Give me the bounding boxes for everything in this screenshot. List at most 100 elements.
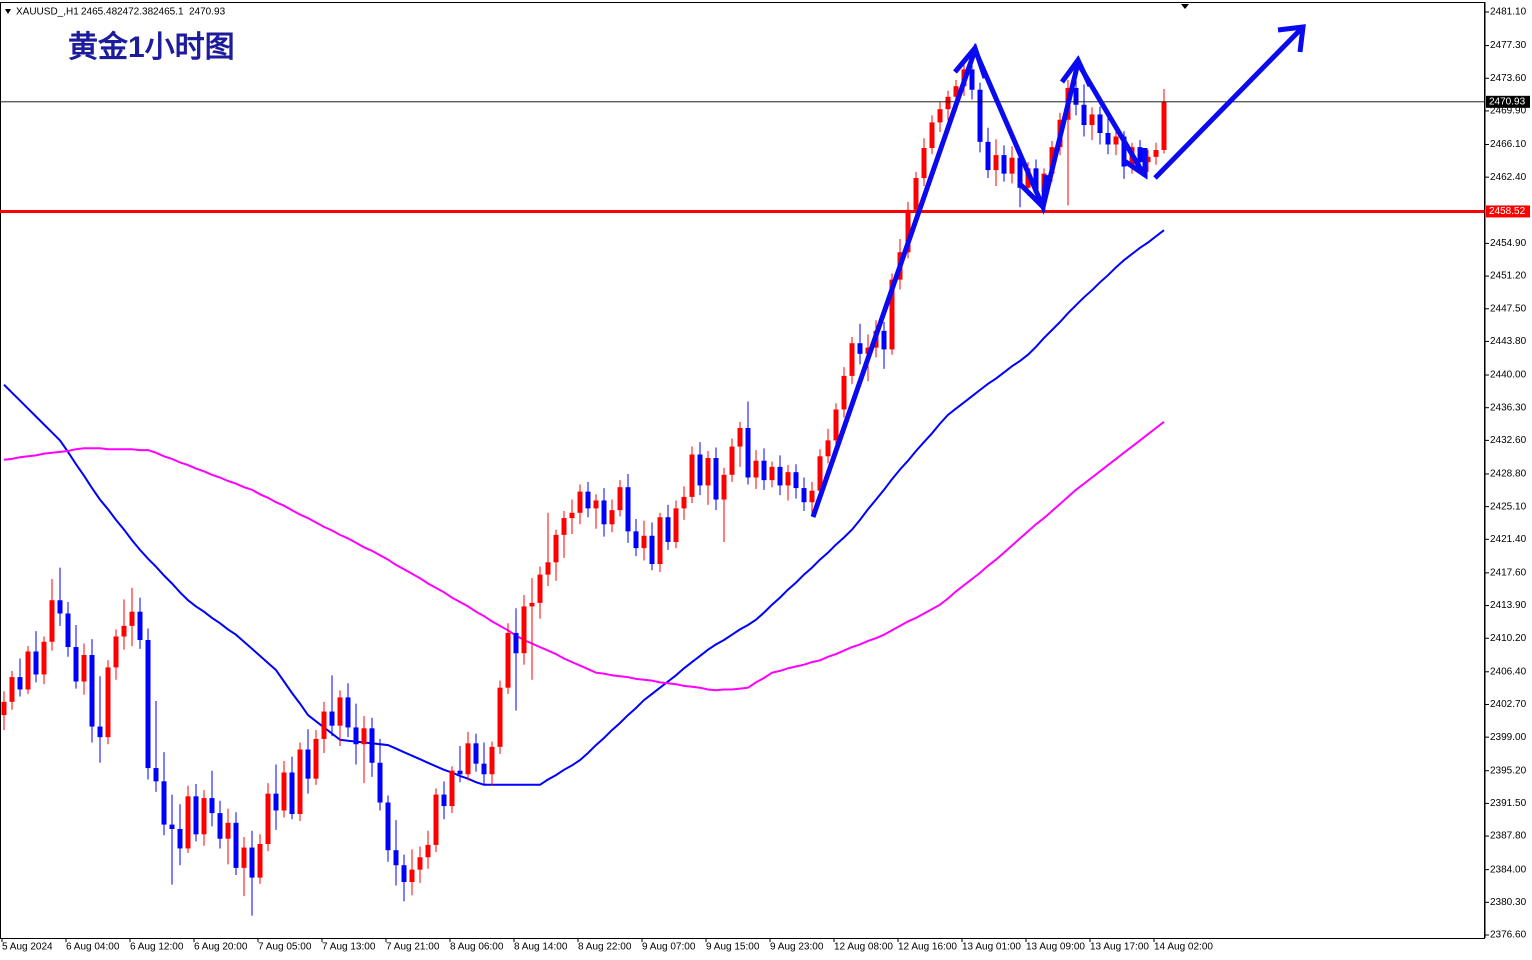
y-tick-label: 2376.60	[1490, 930, 1527, 941]
candle-body	[121, 625, 127, 637]
candle-body	[553, 534, 559, 563]
candle-body	[257, 844, 263, 878]
candle-body	[921, 148, 927, 179]
support-box	[1486, 205, 1530, 218]
y-tick-label: 2384.00	[1490, 864, 1527, 875]
candle-body	[1009, 157, 1015, 174]
candle-body	[881, 330, 887, 350]
candle-body	[1073, 87, 1079, 105]
y-tick-label: 2410.20	[1490, 633, 1527, 644]
candle-body	[993, 155, 999, 171]
candle-body	[601, 500, 607, 525]
candle-body	[657, 517, 663, 565]
candle-body	[385, 802, 391, 851]
candle-body	[841, 375, 847, 410]
y-tick-label: 2440.00	[1490, 370, 1527, 381]
candle-body	[17, 677, 23, 690]
candle-body	[721, 474, 727, 500]
candle-body	[937, 109, 943, 123]
candle-body	[625, 487, 631, 532]
candle-body	[49, 600, 55, 642]
candle-body	[1121, 136, 1127, 167]
y-tick-label: 2469.90	[1490, 106, 1527, 117]
candle-body	[609, 510, 615, 525]
candle-body	[929, 122, 935, 149]
candle-body	[129, 611, 135, 626]
x-tick-label: 9 Aug 23:00	[770, 942, 824, 953]
header-high: 2472.38	[117, 7, 154, 18]
y-tick-label: 2421.40	[1490, 534, 1527, 545]
y-tick-label: 2477.30	[1490, 40, 1527, 51]
candle-body	[537, 574, 543, 603]
candle-body	[273, 793, 279, 811]
candle-body	[705, 458, 711, 486]
candle-body	[169, 824, 175, 830]
candle-body	[73, 647, 79, 682]
candle-body	[353, 727, 359, 745]
header-open: 2465.48	[81, 7, 118, 18]
y-tick-label: 2473.60	[1490, 73, 1527, 84]
y-tick-label: 2387.80	[1490, 831, 1527, 842]
candle-body	[25, 651, 31, 690]
candle-body	[753, 460, 759, 478]
candle-body	[561, 518, 567, 535]
candle-body	[465, 743, 471, 775]
x-tick-label: 7 Aug 05:00	[258, 942, 312, 953]
y-tick-label: 2380.30	[1490, 897, 1527, 908]
y-tick-label: 2402.70	[1490, 699, 1527, 710]
candle-body	[481, 763, 487, 775]
x-tick-label: 12 Aug 08:00	[834, 942, 893, 953]
candle-body	[1033, 168, 1039, 193]
y-tick-label: 2443.80	[1490, 336, 1527, 347]
candle-body	[617, 487, 623, 511]
x-tick-label: 8 Aug 06:00	[450, 942, 504, 953]
y-tick-label: 2481.10	[1490, 7, 1527, 18]
symbol: XAUUSD_,H1	[16, 7, 79, 18]
candle-body	[697, 454, 703, 486]
y-tick-label: 2406.40	[1490, 666, 1527, 677]
candle-body	[65, 613, 71, 648]
candle-body	[585, 491, 591, 509]
candle-body	[1161, 101, 1167, 150]
candle-body	[809, 490, 815, 503]
arrow-head	[1059, 55, 1093, 88]
candle-body	[33, 651, 39, 675]
candle-body	[225, 822, 231, 839]
y-tick-label: 2462.40	[1490, 172, 1527, 183]
candle-body	[857, 343, 863, 354]
candle-body	[761, 460, 767, 481]
candle-body	[545, 562, 551, 575]
candle-body	[433, 794, 439, 845]
candle-body	[289, 772, 295, 814]
y-tick-label: 2428.80	[1490, 469, 1527, 480]
candle-body	[777, 466, 783, 486]
y-tick-label: 2447.50	[1490, 303, 1527, 314]
y-tick-label: 2399.00	[1490, 732, 1527, 743]
candle-body	[673, 508, 679, 542]
header-low: 2465.1	[153, 7, 184, 18]
candle-body	[801, 488, 807, 503]
moving-average	[3, 421, 1165, 692]
candle-body	[193, 796, 199, 835]
candle-body	[713, 458, 719, 500]
candle-body	[505, 632, 511, 688]
candle-body	[409, 869, 415, 883]
candle-body	[137, 611, 143, 640]
candle-body	[641, 535, 647, 549]
candle-body	[1145, 156, 1151, 163]
candle-body	[369, 728, 375, 763]
candle-body	[1137, 147, 1143, 163]
candle-body	[953, 86, 959, 97]
candle-body	[849, 343, 855, 376]
candle-body	[865, 347, 871, 354]
candle-body	[833, 409, 839, 441]
x-tick-label: 9 Aug 15:00	[706, 942, 760, 953]
candle-body	[57, 600, 63, 614]
y-tick-label: 2466.10	[1490, 139, 1527, 150]
y-tick-label: 2391.50	[1490, 798, 1527, 809]
y-tick-label: 2432.60	[1490, 435, 1527, 446]
candle-body	[145, 639, 151, 769]
y-tick-label: 2425.10	[1490, 501, 1527, 512]
candle-body	[113, 636, 119, 668]
